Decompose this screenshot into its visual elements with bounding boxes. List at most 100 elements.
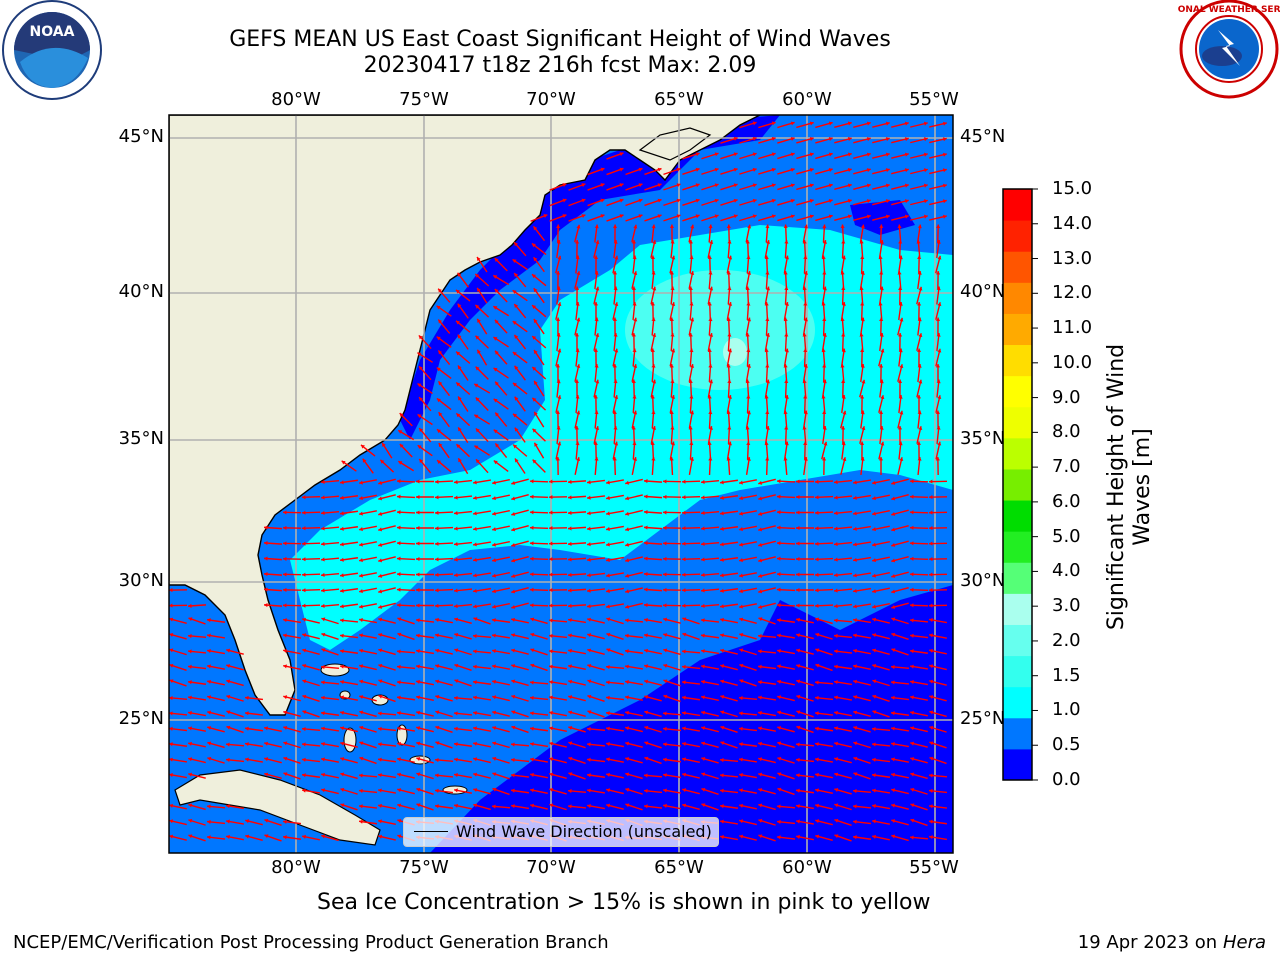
wave-direction-arrow (533, 380, 545, 397)
wave-direction-arrow (720, 167, 738, 175)
wave-direction-arrow (359, 633, 377, 639)
wave-direction-arrow (587, 804, 605, 810)
footer-host: Hera (1222, 932, 1266, 953)
wave-direction-arrow (822, 224, 827, 243)
wave-direction-arrow (511, 617, 529, 624)
wave-direction-arrow (225, 742, 245, 747)
wave-direction-arrow (418, 427, 432, 443)
wave-direction-arrow (574, 425, 579, 445)
wave-direction-arrow (701, 152, 719, 160)
wave-direction-arrow (612, 255, 619, 274)
wave-direction-arrow (916, 426, 923, 444)
wave-direction-arrow (606, 214, 624, 222)
wave-direction-arrow (453, 510, 473, 516)
wave-direction-arrow (909, 572, 929, 577)
wave-direction-arrow (860, 394, 865, 414)
colorbar-segment (1003, 686, 1032, 719)
wave-direction-arrow (739, 556, 757, 563)
wave-direction-arrow (512, 289, 528, 302)
wave-direction-arrow (494, 412, 508, 427)
wave-direction-arrow (586, 742, 606, 747)
wave-direction-arrow (936, 425, 941, 445)
wave-direction-arrow (530, 757, 548, 763)
wave-direction-arrow (529, 680, 549, 685)
wave-direction-arrow (878, 255, 883, 274)
wave-direction-arrow (853, 587, 871, 593)
wave-direction-arrow (530, 214, 548, 222)
wave-direction-arrow (928, 588, 948, 593)
wave-direction-arrow (207, 695, 225, 702)
wave-direction-arrow (492, 787, 510, 796)
wave-direction-arrow (397, 429, 415, 441)
wave-direction-arrow (492, 525, 510, 532)
wave-direction-arrow (739, 136, 757, 144)
wave-direction-arrow (663, 633, 681, 640)
wave-direction-arrow (727, 425, 732, 445)
colorbar-tick-label: 9.0 (1052, 386, 1081, 408)
wave-direction-arrow (929, 648, 947, 655)
wave-direction-arrow (511, 679, 529, 687)
wave-direction-arrow (739, 541, 757, 547)
wave-direction-arrow (415, 633, 435, 639)
wave-direction-arrow (841, 394, 846, 414)
wave-direction-arrow (662, 603, 682, 608)
wave-direction-arrow (776, 556, 796, 561)
wave-direction-arrow (416, 649, 434, 655)
footer-branch: NCEP/EMC/Verification Post Processing Pr… (13, 932, 609, 953)
wave-direction-arrow (396, 479, 416, 484)
wave-direction-arrow (859, 441, 865, 460)
wave-direction-arrow (434, 804, 454, 809)
wave-direction-arrow (739, 479, 757, 485)
wave-direction-arrow (796, 494, 814, 500)
wave-direction-arrow (928, 603, 948, 608)
wave-direction-arrow (593, 255, 599, 274)
wave-direction-arrow (720, 710, 738, 718)
wave-direction-arrow (453, 526, 473, 531)
wave-direction-arrow (814, 526, 834, 531)
wave-direction-arrow (916, 333, 923, 351)
wave-direction-arrow (682, 214, 700, 222)
wave-direction-arrow (776, 494, 796, 499)
wave-direction-arrow (891, 757, 909, 763)
wave-direction-arrow (872, 633, 890, 640)
wave-direction-arrow (631, 425, 636, 445)
wave-direction-arrow (802, 239, 807, 259)
wave-direction-arrow (513, 272, 527, 288)
colorbar-segment (1003, 748, 1032, 781)
wave-direction-arrow (745, 271, 752, 289)
wave-direction-arrow (533, 349, 545, 366)
wave-direction-arrow (891, 493, 909, 501)
wave-direction-arrow (739, 834, 757, 841)
wave-direction-arrow (897, 255, 903, 274)
wave-direction-arrow (821, 379, 827, 398)
wave-direction-arrow (457, 272, 469, 288)
wave-direction-arrow (872, 199, 890, 206)
wave-direction-arrow (746, 255, 751, 274)
wave-direction-arrow (491, 804, 511, 809)
wave-direction-arrow (632, 348, 637, 367)
wave-direction-arrow (264, 757, 282, 764)
wave-direction-arrow (416, 541, 434, 546)
wave-direction-arrow (606, 479, 624, 485)
wave-direction-arrow (434, 510, 454, 515)
wave-direction-arrow (662, 742, 682, 747)
colorbar-segment (1003, 189, 1032, 221)
wave-direction-arrow (852, 819, 872, 825)
wave-direction-arrow (688, 457, 694, 475)
wave-direction-arrow (454, 632, 472, 640)
wave-direction-arrow (529, 695, 549, 701)
wave-direction-arrow (548, 633, 568, 639)
wave-direction-arrow (726, 395, 732, 413)
wave-direction-arrow (651, 317, 656, 336)
wave-direction-arrow (860, 410, 865, 429)
wave-direction-arrow (436, 336, 452, 348)
wave-direction-arrow (359, 556, 377, 563)
wave-direction-arrow (555, 364, 561, 382)
lat-label-left: 40°N (118, 281, 164, 302)
wave-direction-arrow (727, 332, 732, 352)
wave-direction-arrow (169, 819, 187, 826)
wave-direction-arrow (556, 224, 561, 243)
wave-direction-arrow (593, 286, 600, 305)
wave-direction-arrow (631, 379, 636, 398)
wave-direction-arrow (758, 525, 776, 532)
